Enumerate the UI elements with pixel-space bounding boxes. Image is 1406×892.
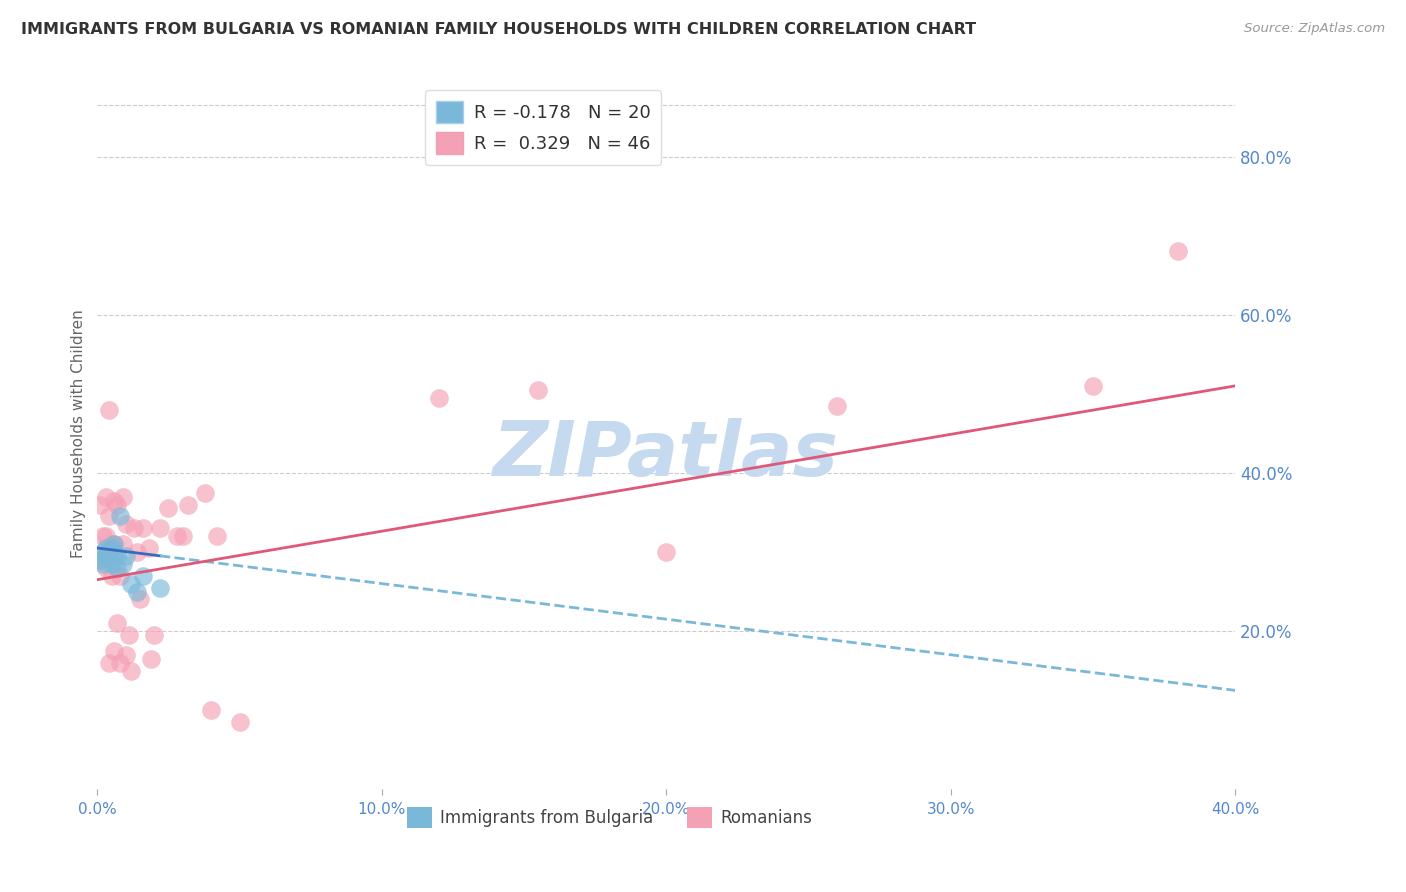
Point: [97, 402, 120, 417]
Point: [89, 553, 111, 567]
Point: [100, 541, 122, 555]
Point: [114, 549, 136, 563]
Point: [103, 545, 125, 559]
Point: [114, 648, 136, 662]
Text: IMMIGRANTS FROM BULGARIA VS ROMANIAN FAMILY HOUSEHOLDS WITH CHILDREN CORRELATION: IMMIGRANTS FROM BULGARIA VS ROMANIAN FAM…: [21, 22, 976, 37]
Text: Source: ZipAtlas.com: Source: ZipAtlas.com: [1244, 22, 1385, 36]
Point: [91, 529, 114, 543]
Text: ZIPatlas: ZIPatlas: [494, 417, 839, 491]
Point: [100, 568, 122, 582]
Point: [103, 537, 125, 551]
Point: [132, 568, 155, 582]
Point: [100, 537, 122, 551]
Point: [105, 561, 128, 575]
Point: [143, 628, 166, 642]
Point: [200, 703, 222, 717]
Point: [121, 664, 143, 678]
Point: [427, 391, 450, 405]
Point: [1081, 379, 1104, 393]
Point: [194, 485, 217, 500]
Point: [111, 537, 134, 551]
Point: [108, 568, 131, 582]
Point: [166, 529, 188, 543]
Point: [91, 557, 114, 571]
Point: [94, 561, 117, 575]
Point: [138, 541, 160, 555]
Point: [108, 656, 131, 670]
Point: [105, 549, 128, 563]
Point: [157, 501, 180, 516]
Point: [89, 553, 111, 567]
Point: [100, 557, 122, 571]
Point: [228, 714, 250, 729]
Point: [97, 553, 120, 567]
Point: [105, 616, 128, 631]
Point: [172, 529, 194, 543]
Point: [132, 521, 155, 535]
Point: [655, 545, 678, 559]
Legend: Immigrants from Bulgaria, Romanians: Immigrants from Bulgaria, Romanians: [401, 801, 818, 834]
Point: [1167, 244, 1189, 259]
Point: [94, 490, 117, 504]
Point: [103, 537, 125, 551]
Point: [94, 549, 117, 563]
Point: [103, 644, 125, 658]
Point: [108, 509, 131, 524]
Point: [91, 545, 114, 559]
Point: [127, 545, 149, 559]
Point: [94, 529, 117, 543]
Point: [111, 557, 134, 571]
Point: [89, 498, 111, 512]
Point: [121, 576, 143, 591]
Y-axis label: Family Households with Children: Family Households with Children: [72, 309, 86, 558]
Point: [97, 656, 120, 670]
Point: [97, 509, 120, 524]
Point: [825, 399, 848, 413]
Point: [129, 592, 152, 607]
Point: [149, 581, 172, 595]
Point: [527, 383, 550, 397]
Point: [114, 517, 136, 532]
Point: [127, 584, 149, 599]
Point: [124, 521, 146, 535]
Point: [103, 493, 125, 508]
Point: [149, 521, 172, 535]
Point: [177, 498, 200, 512]
Point: [97, 545, 120, 559]
Point: [105, 498, 128, 512]
Point: [94, 541, 117, 555]
Point: [205, 529, 228, 543]
Point: [111, 490, 134, 504]
Point: [141, 651, 163, 665]
Point: [117, 628, 139, 642]
